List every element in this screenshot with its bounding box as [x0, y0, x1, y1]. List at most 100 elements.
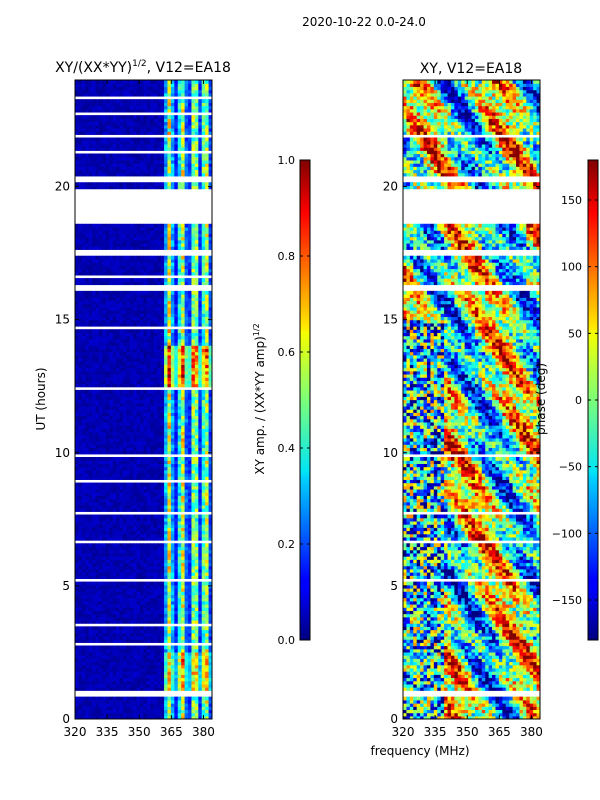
heatmap-cell [198, 696, 203, 701]
heatmap-cell [150, 319, 155, 324]
heatmap-cell [109, 597, 114, 602]
heatmap-cell [78, 632, 83, 637]
heatmap-cell [116, 306, 121, 311]
heatmap-cell [140, 619, 145, 624]
heatmap-cell [98, 300, 103, 305]
heatmap-cell [191, 664, 196, 669]
heatmap-cell [150, 552, 155, 557]
heatmap-cell [160, 441, 165, 445]
heatmap-cell [129, 495, 134, 500]
heatmap-cell [78, 319, 83, 324]
heatmap-cell [116, 492, 121, 496]
heatmap-row [75, 441, 212, 445]
heatmap-cell [133, 466, 138, 471]
heatmap-cell [188, 428, 193, 433]
heatmap-cell [177, 460, 182, 464]
heatmap-cell [194, 357, 199, 362]
heatmap-cell [164, 639, 169, 643]
heatmap-cell [170, 335, 175, 340]
heatmap-cell [88, 546, 93, 551]
heatmap-cell [126, 648, 131, 653]
heatmap-cell [109, 463, 114, 468]
heatmap-cell [75, 485, 80, 490]
heatmap-cell [150, 600, 155, 605]
heatmap-cell [143, 338, 148, 343]
heatmap-cell [184, 536, 189, 541]
heatmap-cell [129, 648, 134, 653]
heatmap-cell [116, 639, 121, 643]
heatmap-cell [119, 572, 124, 576]
heatmap-cell [92, 332, 97, 337]
heatmap-cell [92, 380, 97, 385]
heatmap-cell [109, 683, 114, 688]
heatmap-cell [95, 607, 100, 611]
heatmap-cell [129, 329, 134, 333]
heatmap-cell [150, 543, 155, 548]
heatmap-cell [109, 616, 114, 621]
heatmap-cell [167, 619, 172, 624]
heatmap-cell [146, 303, 151, 308]
heatmap-cell [122, 619, 127, 624]
heatmap-cell [136, 635, 141, 640]
heatmap-cell [184, 351, 189, 356]
heatmap-cell [157, 687, 162, 691]
heatmap-cell [78, 508, 83, 512]
heatmap-cell [201, 300, 206, 305]
heatmap-cell [191, 632, 196, 637]
heatmap-cell [102, 460, 107, 464]
heatmap-cell [146, 361, 151, 365]
heatmap-cell [85, 463, 90, 468]
heatmap-cell [78, 488, 83, 493]
heatmap-cell [81, 469, 86, 474]
heatmap-cell [92, 565, 97, 570]
heatmap-cell [116, 549, 121, 554]
heatmap-cell [164, 520, 169, 525]
heatmap-cell [167, 373, 172, 378]
heatmap-cell [116, 610, 121, 615]
heatmap-cell [112, 393, 117, 397]
heatmap-cell [146, 294, 151, 298]
heatmap-cell [164, 658, 169, 663]
heatmap-cell [136, 712, 141, 717]
heatmap-cell [143, 447, 148, 452]
heatmap-cell [157, 572, 162, 576]
heatmap-cell [160, 322, 165, 327]
heatmap-cell [143, 651, 148, 656]
heatmap-cell [194, 559, 199, 564]
heatmap-cell [167, 476, 172, 480]
heatmap-cell [194, 332, 199, 337]
heatmap-cell [198, 428, 203, 433]
heatmap-cell [153, 357, 158, 362]
heatmap-cell [181, 357, 186, 362]
heatmap-cell [78, 338, 83, 343]
heatmap-cell [146, 610, 151, 615]
heatmap-cell [150, 415, 155, 420]
heatmap-cell [116, 341, 121, 346]
heatmap-cell [140, 504, 145, 509]
heatmap-cell [170, 322, 175, 327]
heatmap-cell [181, 549, 186, 554]
heatmap-cell [116, 373, 121, 378]
heatmap-cell [119, 357, 124, 362]
heatmap-cell [146, 492, 151, 496]
heatmap-cell [85, 504, 90, 509]
heatmap-cell [170, 514, 175, 519]
heatmap-cell [102, 504, 107, 509]
heatmap-cell [164, 671, 169, 675]
heatmap-cell [78, 463, 83, 468]
heatmap-cell [109, 319, 114, 324]
heatmap-cell [81, 463, 86, 468]
heatmap-cell [174, 639, 179, 643]
heatmap-cell [164, 530, 169, 535]
heatmap-cell [133, 536, 138, 541]
heatmap-cell [92, 677, 97, 682]
heatmap-cell [81, 584, 86, 589]
heatmap-cell [198, 492, 203, 496]
heatmap-cell [119, 610, 124, 615]
heatmap-cell [146, 425, 151, 429]
heatmap-cell [88, 651, 93, 656]
heatmap-cell [143, 527, 148, 532]
heatmap-row [75, 683, 212, 688]
heatmap-cell [181, 527, 186, 532]
heatmap-cell [191, 543, 196, 548]
